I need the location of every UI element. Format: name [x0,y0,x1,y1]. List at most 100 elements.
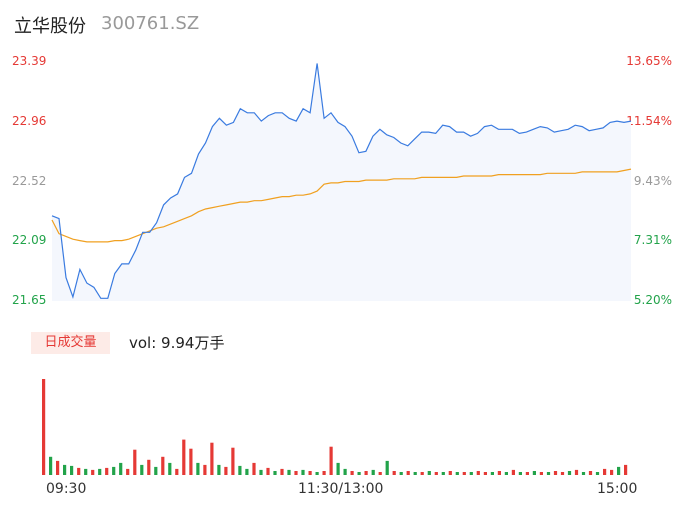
volume-bar [357,472,361,475]
volume-bar [441,472,445,475]
volume-bar [581,472,586,475]
volume-bar [105,467,109,475]
volume-bar [266,467,270,475]
volume-bar [399,472,403,475]
volume-bar [469,472,473,475]
volume-bar [175,468,179,475]
volume-bar [595,472,600,475]
percent-tick-label: 13.65% [626,54,672,68]
volume-bar [322,471,326,475]
price-tick-label: 22.09 [12,233,47,248]
volume-bar [259,469,263,475]
volume-bar [217,464,221,475]
volume-bar [147,459,151,475]
volume-bar [126,468,130,475]
percent-tick-label: 7.31% [633,233,672,248]
volume-bar [476,471,480,475]
x-tick-label: 15:00 [597,481,638,497]
volume-bar [455,472,459,475]
volume-bar [112,466,116,475]
volume-bar [294,471,298,475]
volume-bar [238,465,242,475]
volume-bar [483,472,487,475]
volume-bar [273,471,277,475]
percent-tick-label: 5.20% [633,293,672,307]
volume-bar [511,469,515,475]
volume-bar [350,471,354,475]
volume-bar [532,471,536,475]
volume-bar [462,472,466,475]
volume-bar [196,462,200,475]
volume-bar [588,471,593,475]
volume-bar [427,471,431,475]
volume-bar [98,468,102,475]
volume-bar [525,472,529,475]
volume-bar [210,442,214,475]
stock-code: 300761.SZ [101,13,200,34]
percent-tick-label: 11.54% [626,113,672,128]
price-tick-label: 21.65 [12,293,47,307]
volume-bar [603,468,607,475]
volume-bar [231,447,235,475]
volume-bar [504,472,508,475]
x-tick-label: 09:30 [46,481,87,497]
volume-bar [574,469,579,475]
price-tick-label: 22.52 [12,173,47,188]
volume-bar [336,462,340,475]
volume-bar [133,449,137,475]
volume-bar [63,464,67,475]
volume-bar [315,472,319,475]
volume-bar [560,472,565,475]
volume-bar [371,469,375,475]
volume-bar [189,448,193,475]
volume-tab[interactable]: 日成交量 [31,332,110,354]
volume-bar [392,471,396,475]
volume-bar [518,472,522,475]
volume-bar [161,456,165,475]
volume-bar [497,471,501,475]
volume-bar [252,462,256,475]
volume-bar [610,469,614,475]
volume-bar [329,446,333,475]
volume-bar [168,462,172,475]
x-tick-label: 11:30/13:00 [298,481,384,497]
volume-bar [378,472,382,475]
volume-bar [182,439,186,475]
volume-bar [617,466,621,475]
price-tick-label: 22.96 [12,113,47,128]
volume-bar [301,469,305,475]
volume-bar [56,460,60,475]
volume-bar [434,472,438,475]
volume-bar [546,472,551,475]
volume-bar [385,460,389,475]
volume-bar [203,464,207,475]
volume-bar [567,471,572,475]
volume-bar [624,464,628,475]
volume-bar [140,464,144,475]
volume-bar [42,379,46,475]
volume-bar [490,472,494,475]
volume-bar [364,471,368,475]
volume-bar [553,471,558,475]
price-tick-label: 23.39 [12,54,47,68]
volume-bar [245,468,249,475]
volume-bar [154,466,158,475]
volume-bar [287,469,291,475]
volume-bar [343,468,347,475]
volume-bar [224,466,228,475]
volume-bar [119,462,123,475]
volume-bar [308,471,312,475]
volume-bar [49,456,53,475]
volume-summary: vol: 9.94万手 [129,334,225,352]
volume-bar [77,467,81,475]
volume-bar [91,469,95,475]
volume-bar [539,472,543,475]
volume-bar [413,472,417,475]
percent-tick-label: 9.43% [633,173,672,188]
average-price-line [51,168,632,243]
volume-bar [448,471,452,475]
volume-bar [406,471,410,475]
volume-bar [84,468,88,475]
price-line [51,63,632,299]
